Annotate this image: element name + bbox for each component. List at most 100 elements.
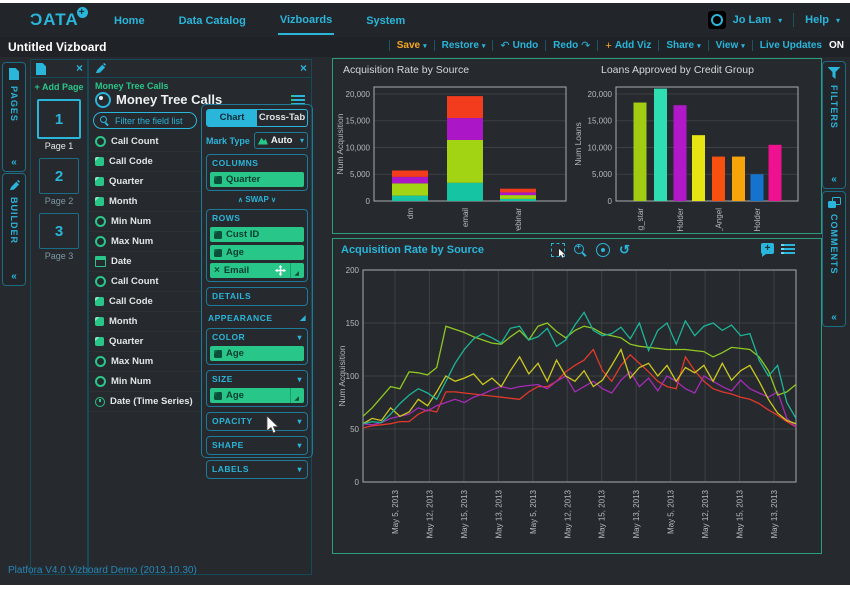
labels-caret-icon[interactable]: ▾	[297, 465, 302, 474]
live-updates-toggle[interactable]: Live Updates	[760, 40, 822, 51]
nav-item-data-catalog[interactable]: Data Catalog	[177, 6, 248, 34]
field-filter-input[interactable]	[113, 115, 190, 127]
area-chart-icon	[258, 137, 268, 145]
appearance-resize-icon: ◢	[300, 314, 306, 322]
field-row[interactable]: Month	[89, 312, 201, 332]
shape-dropzone[interactable]: SHAPE▾	[206, 436, 308, 455]
field-row[interactable]: Call Count	[89, 132, 201, 152]
columns-dropzone[interactable]: COLUMNS Quarter	[206, 154, 308, 191]
page-thumbnail-1[interactable]: 1	[37, 99, 81, 139]
field-menu-icon[interactable]	[292, 95, 305, 105]
field-row[interactable]: Min Num	[89, 212, 201, 232]
comments-rail-tab[interactable]: COMMENTS «	[822, 191, 846, 327]
size-caret-icon[interactable]: ▾	[297, 375, 302, 384]
page-thumbnail-2[interactable]: 2	[39, 158, 79, 194]
live-updates-label: Live Updates	[760, 40, 822, 51]
svg-text:May 13, 2013: May 13, 2013	[632, 489, 641, 538]
add-viz-button[interactable]: +Add Viz	[605, 40, 651, 52]
close-builder-panel-icon[interactable]: ×	[300, 61, 307, 75]
filters-rail-tab[interactable]: FILTERS «	[822, 61, 846, 189]
pan-center-tool[interactable]	[596, 243, 610, 257]
nav-item-vizboards[interactable]: Vizboards	[278, 5, 334, 35]
size-dropzone[interactable]: SIZE▾ Age ◢	[206, 370, 308, 407]
tab-cross-tab[interactable]: Cross-Tab	[257, 110, 307, 126]
user-menu-caret-icon[interactable]: ▾	[778, 16, 782, 25]
field-row[interactable]: Quarter	[89, 332, 201, 352]
field-row[interactable]: Call Code	[89, 292, 201, 312]
field-list-column: Call CountCall CodeQuarterMonthMin NumMa…	[89, 110, 201, 574]
field-row[interactable]: Date	[89, 252, 201, 272]
zoom-in-tool[interactable]: +	[574, 244, 587, 257]
field-row[interactable]: Min Num	[89, 372, 201, 392]
field-row[interactable]: Call Count	[89, 272, 201, 292]
measure-icon	[95, 236, 106, 247]
page-thumbnail-3[interactable]: 3	[39, 213, 79, 249]
rows-pill-cust-id[interactable]: Cust ID	[210, 227, 304, 242]
help-button[interactable]: Help	[805, 14, 829, 26]
collapse-filters-icon[interactable]: «	[831, 174, 837, 185]
field-row[interactable]: Max Num	[89, 232, 201, 252]
mark-type-value: Auto	[271, 135, 297, 146]
remove-field-icon[interactable]: ×	[214, 265, 220, 276]
details-dropzone[interactable]: DETAILS	[206, 287, 308, 306]
field-row[interactable]: Call Code	[89, 152, 201, 172]
pages-rail-tab[interactable]: PAGES «	[2, 62, 26, 172]
measure-icon	[95, 276, 106, 287]
pill-resize-handle[interactable]: ◢	[290, 263, 300, 278]
app-window: ƆATA+ Home Data Catalog Vizboards System…	[0, 3, 850, 585]
undo-button[interactable]: ↶Undo	[500, 39, 538, 52]
dimension-icon	[95, 177, 104, 186]
builder-rail-tab[interactable]: BUILDER «	[2, 173, 26, 286]
add-page-button[interactable]: + Add Page	[31, 82, 87, 92]
pill-resize-handle[interactable]: ◢	[290, 388, 300, 403]
opacity-dropzone[interactable]: OPACITY▾	[206, 412, 308, 431]
color-caret-icon[interactable]: ▾	[297, 333, 302, 342]
labels-dropzone[interactable]: LABELS▾	[206, 460, 308, 479]
nav-item-system[interactable]: System	[364, 6, 407, 34]
field-row[interactable]: Month	[89, 192, 201, 212]
collapse-pages-icon[interactable]: «	[11, 157, 17, 168]
field-row[interactable]: Date (Time Series)	[89, 392, 201, 412]
opacity-caret-icon[interactable]: ▾	[297, 417, 302, 426]
redo-button[interactable]: Redo↷	[553, 39, 590, 52]
field-label: Min Num	[111, 216, 151, 227]
color-pill-age[interactable]: Age	[210, 346, 304, 361]
vizboard-title: Untitled Vizboard	[8, 40, 106, 54]
view-button[interactable]: View▾	[716, 40, 745, 51]
columns-label: COLUMNS	[212, 158, 258, 168]
field-row[interactable]: Quarter	[89, 172, 201, 192]
rows-pill-age[interactable]: Age	[210, 245, 304, 260]
select-region-tool[interactable]	[551, 243, 565, 257]
cursor-icon	[558, 249, 566, 258]
appearance-section[interactable]: APPEARANCE ◢	[206, 313, 308, 323]
brand-logo[interactable]: ƆATA+	[30, 10, 88, 30]
mark-type-dropdown[interactable]: Auto ▾	[254, 132, 308, 149]
swap-button[interactable]: ∧ SWAP ∨	[206, 195, 308, 204]
collapse-builder-icon[interactable]: «	[11, 271, 17, 282]
share-button[interactable]: Share▾	[666, 40, 700, 51]
field-row[interactable]: Max Num	[89, 352, 201, 372]
user-avatar[interactable]	[708, 11, 726, 29]
svg-text:Loans Approved by Credit Group: Loans Approved by Credit Group	[601, 64, 754, 76]
reset-rotate-icon[interactable]: ↺	[619, 244, 630, 256]
color-dropzone[interactable]: COLOR▾ Age	[206, 328, 308, 365]
nav-item-home[interactable]: Home	[112, 6, 147, 34]
search-icon	[100, 116, 109, 125]
builder-panel: × Money Tree Calls Money Tree Calls Call…	[88, 59, 312, 575]
save-caret-icon: ▾	[423, 42, 427, 50]
user-name[interactable]: Jo Lam	[733, 14, 772, 26]
shape-caret-icon[interactable]: ▾	[297, 441, 302, 450]
chart-options-icon[interactable]	[782, 244, 795, 254]
collapse-comments-icon[interactable]: «	[831, 312, 837, 323]
size-pill-age[interactable]: Age ◢	[210, 388, 304, 403]
add-comment-icon[interactable]: +	[761, 243, 774, 254]
help-caret-icon[interactable]: ▾	[836, 16, 840, 25]
live-updates-state[interactable]: ON	[829, 40, 844, 51]
columns-pill-quarter[interactable]: Quarter	[210, 172, 304, 187]
restore-button[interactable]: Restore▾	[442, 40, 486, 51]
tab-chart[interactable]: Chart	[207, 110, 257, 126]
rows-dropzone[interactable]: ROWS Cust ID Age × Email ◢	[206, 209, 308, 282]
rows-pill-email[interactable]: × Email ◢	[210, 263, 304, 278]
save-button[interactable]: Save▾	[397, 40, 427, 51]
close-pages-panel-icon[interactable]: ×	[76, 61, 83, 75]
